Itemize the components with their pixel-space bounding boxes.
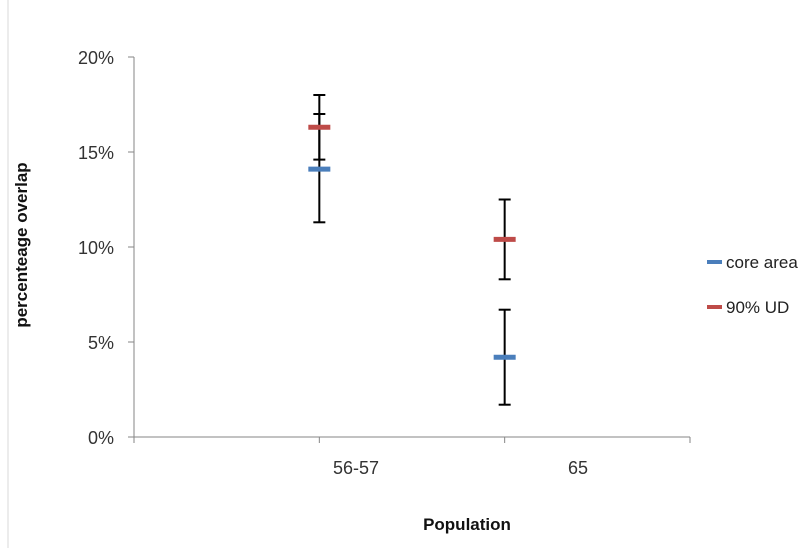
legend-label-90-ud: 90% UD [726, 298, 789, 317]
y-tick-label: 20% [78, 48, 114, 68]
y-tick-label: 5% [88, 333, 114, 353]
y-axis-title: percenteage overlap [12, 162, 31, 327]
x-tick-labels: 56-57 65 [333, 458, 588, 478]
x-axis-title: Population [423, 515, 511, 534]
x-axis [133, 436, 691, 443]
y-tick-label: 15% [78, 143, 114, 163]
x-tick-label: 65 [568, 458, 588, 478]
x-tick-label: 56-57 [333, 458, 379, 478]
plot-marks [308, 94, 516, 406]
y-tick-label: 10% [78, 238, 114, 258]
y-axis [128, 56, 135, 438]
legend: core area 90% UD [707, 253, 798, 317]
y-tick-label: 0% [88, 428, 114, 448]
legend-label-core-area: core area [726, 253, 798, 272]
y-tick-labels: 0% 5% 10% 15% 20% [78, 48, 114, 448]
